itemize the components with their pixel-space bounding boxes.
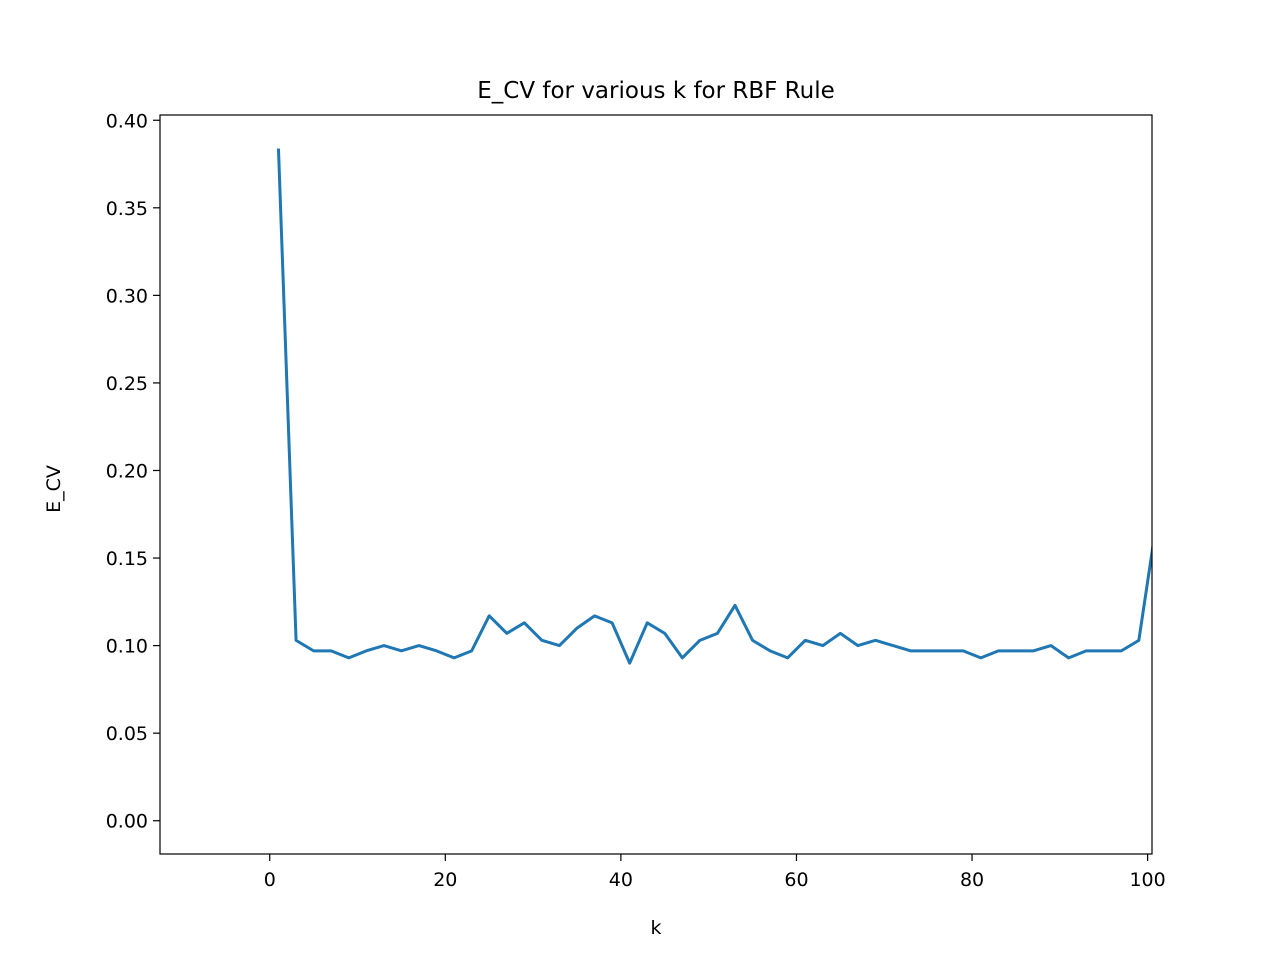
- series-line-0: [276, 148, 1152, 665]
- y-tick-label: 0.00: [106, 811, 148, 833]
- y-axis-ticks: 0.00 0.05 0.10 0.15 0.20 0.25 0.30 0.35 0.40: [106, 110, 160, 833]
- x-axis-label: k: [650, 917, 661, 939]
- y-tick-label: 0.35: [106, 198, 148, 220]
- y-axis-label: E_CV: [43, 465, 65, 513]
- x-tick-label: 60: [784, 869, 808, 891]
- y-tick-label: 0.15: [106, 548, 148, 570]
- y-tick-label: 0.40: [106, 110, 148, 132]
- x-tick-label: 40: [609, 869, 633, 891]
- y-tick-label: 0.25: [106, 373, 148, 395]
- x-tick-label: 0: [264, 869, 276, 891]
- y-tick-label: 0.30: [106, 285, 148, 307]
- x-axis-ticks: 0 20 40 60 80 100: [264, 854, 1166, 891]
- y-tick-label: 0.10: [106, 636, 148, 658]
- x-tick-label: 100: [1129, 869, 1165, 891]
- chart-title: E_CV for various k for RBF Rule: [477, 78, 835, 104]
- y-tick-label: 0.20: [106, 460, 148, 482]
- x-tick-label: 80: [960, 869, 984, 891]
- plot-frame: [159, 114, 1153, 855]
- x-tick-label: 20: [433, 869, 457, 891]
- series-layer: [276, 148, 1152, 665]
- y-tick-label: 0.05: [106, 723, 148, 745]
